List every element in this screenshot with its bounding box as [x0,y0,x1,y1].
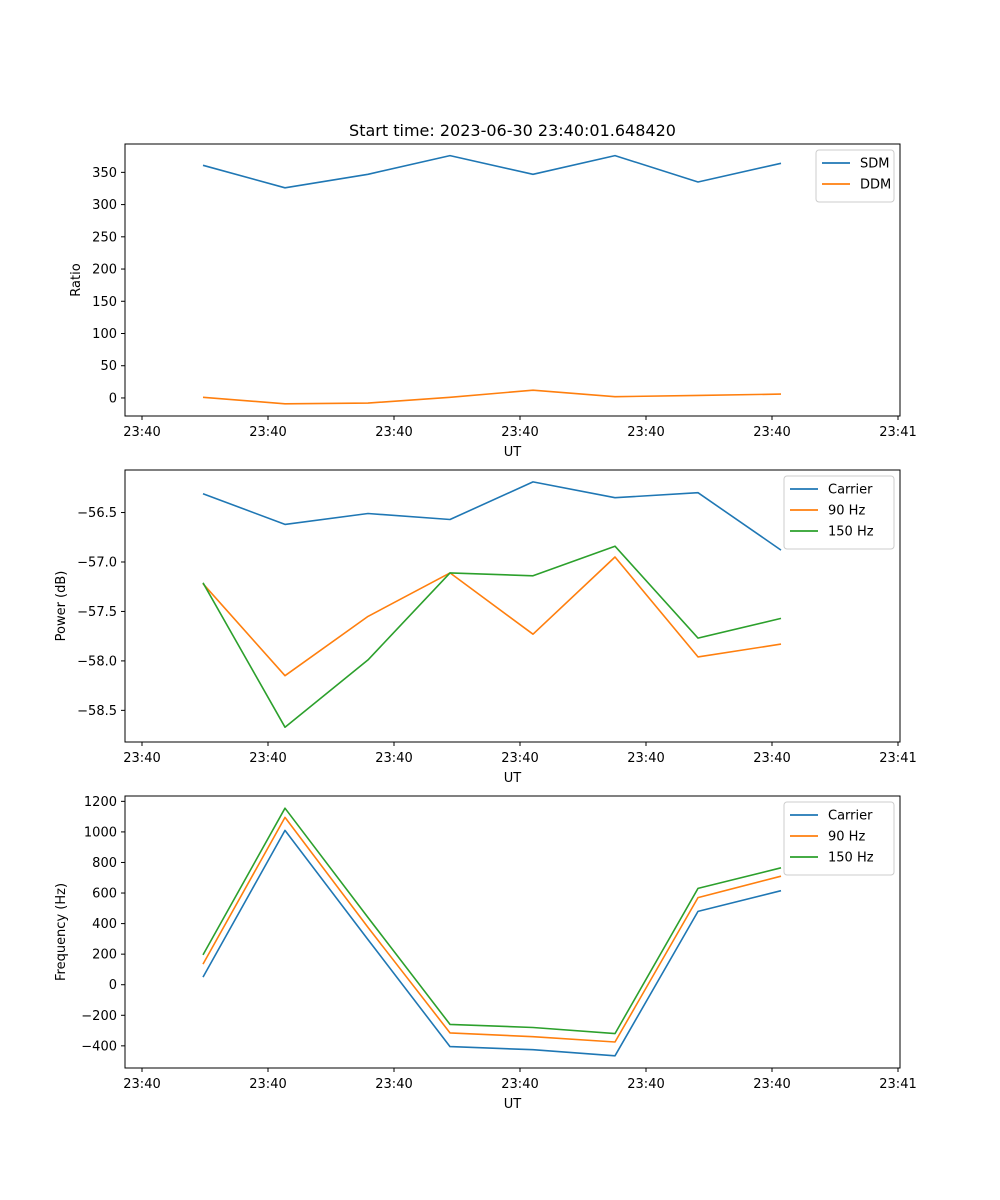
x-tick-label: 23:40 [123,425,160,440]
y-tick-label: 1000 [84,825,117,840]
x-tick-label: 23:40 [123,751,160,766]
legend-label: 90 Hz [828,830,865,845]
y-tick-label: −56.5 [77,506,117,521]
x-tick-label: 23:40 [753,1077,790,1092]
y-tick-label: 200 [92,263,117,278]
series-line-carrier [202,829,782,1057]
x-tick-label: 23:40 [375,1077,412,1092]
legend: SDM DDM [815,149,895,203]
legend-label: 150 Hz [828,525,874,540]
x-tick-label: 23:40 [627,425,664,440]
series-line-150-hz [202,807,782,1035]
x-tick-label: 23:41 [879,751,916,766]
series-line-ddm [202,389,782,405]
x-tick-label: 23:40 [501,1077,538,1092]
legend-label: Carrier [828,809,873,824]
legend-label: 90 Hz [828,504,865,519]
x-tick-label: 23:40 [627,1077,664,1092]
y-tick-label: −200 [81,1009,117,1024]
series-line-90-hz [202,816,782,1043]
x-tick-label: 23:40 [249,751,286,766]
plot-frame [124,143,901,417]
y-tick-label: 400 [92,917,117,932]
x-axis-label: UT [504,445,522,460]
legend: Carrier 90 Hz 150 Hz [783,801,895,876]
y-tick-label: 600 [92,887,117,902]
plot-frame [124,469,901,743]
x-tick-label: 23:41 [879,1077,916,1092]
x-tick-label: 23:40 [501,425,538,440]
x-tick-label: 23:40 [123,1077,160,1092]
x-tick-label: 23:40 [753,751,790,766]
y-tick-label: 0 [109,391,117,406]
y-tick-label: 800 [92,856,117,871]
x-tick-label: 23:40 [375,425,412,440]
y-tick-label: 0 [109,978,117,993]
x-tick-label: 23:40 [627,751,664,766]
y-tick-label: 150 [92,295,117,310]
legend-label: SDM [860,157,889,172]
series-line-sdm [202,154,782,189]
y-tick-label: −400 [81,1039,117,1054]
x-axis-label: UT [504,1097,522,1112]
x-tick-label: 23:40 [753,425,790,440]
y-tick-label: 100 [92,327,117,342]
series-line-90-hz [202,556,782,677]
x-axis-label: UT [504,771,522,786]
x-tick-label: 23:40 [375,751,412,766]
y-tick-label: −57.0 [77,555,117,570]
y-tick-label: 50 [100,359,117,374]
chart-title: Start time: 2023-06-30 23:40:01.648420 [349,121,676,140]
y-axis-label: Frequency (Hz) [54,883,69,981]
y-tick-label: −57.5 [77,605,117,620]
y-tick-label: 200 [92,948,117,963]
y-tick-label: 250 [92,230,117,245]
y-axis-label: Ratio [69,263,84,296]
legend-label: Carrier [828,483,873,498]
chart-panel-2: −58.5 −58.0 −57.5 −57.0 −56.5 23:40 23:40 23:40… [54,469,917,786]
legend: Carrier 90 Hz 150 Hz [783,475,895,550]
y-tick-label: 1200 [84,795,117,810]
y-tick-label: 350 [92,166,117,181]
legend-label: DDM [860,178,891,193]
y-tick-label: −58.5 [77,704,117,719]
x-tick-label: 23:41 [879,425,916,440]
y-axis-label: Power (dB) [54,571,69,642]
x-tick-label: 23:40 [249,1077,286,1092]
y-tick-label: 300 [92,198,117,213]
series-line-150-hz [202,545,782,729]
x-tick-label: 23:40 [249,425,286,440]
series-line-carrier [202,481,782,551]
chart-panel-1: Start time: 2023-06-30 23:40:01.648420 0 5… [69,121,917,460]
y-tick-label: −58.0 [77,654,117,669]
legend-label: 150 Hz [828,851,874,866]
chart-panel-3: −400 −200 0 200 400 600 800 1000 1200 23:40 23:40 2… [54,795,917,1112]
plot-frame [124,795,901,1069]
x-tick-label: 23:40 [501,751,538,766]
